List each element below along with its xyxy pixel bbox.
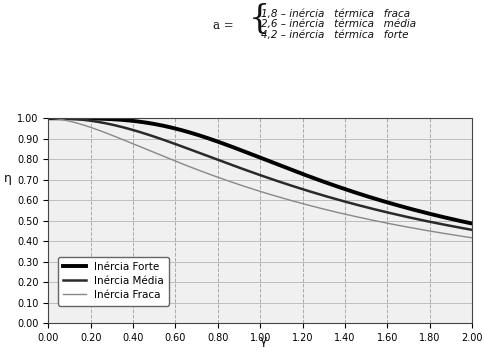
Inércia Forte bbox=[441, 215, 447, 219]
Inércia Forte bbox=[72, 116, 77, 120]
Text: a =: a = bbox=[213, 19, 234, 32]
Inércia Forte bbox=[469, 221, 475, 226]
Line: Inércia Fraca: Inércia Fraca bbox=[48, 118, 472, 238]
Inércia Forte bbox=[124, 118, 130, 122]
Inércia Média bbox=[469, 228, 475, 232]
Legend: Inércia Forte, Inércia Média, Inércia Fraca: Inércia Forte, Inércia Média, Inércia Fr… bbox=[58, 257, 169, 305]
Inércia Média bbox=[383, 210, 389, 214]
Inércia Fraca bbox=[45, 116, 51, 120]
Inércia Fraca bbox=[124, 139, 130, 143]
Inércia Forte bbox=[45, 116, 51, 120]
Text: 2,6 – inércia   térmica   média: 2,6 – inércia térmica média bbox=[261, 19, 417, 29]
Inércia Média bbox=[72, 117, 77, 121]
Inércia Fraca bbox=[469, 236, 475, 240]
Inércia Forte bbox=[383, 200, 389, 204]
Inércia Média bbox=[45, 116, 51, 120]
Text: {: { bbox=[249, 3, 271, 35]
Inércia Fraca bbox=[383, 221, 389, 225]
Text: γ: γ bbox=[260, 334, 268, 347]
Inércia Fraca bbox=[455, 234, 461, 238]
Inércia Forte bbox=[185, 130, 191, 134]
Line: Inércia Média: Inércia Média bbox=[48, 118, 472, 230]
Inércia Média bbox=[185, 146, 191, 151]
Inércia Fraca bbox=[441, 231, 447, 235]
Inércia Média bbox=[124, 126, 130, 131]
Inércia Média bbox=[455, 225, 461, 229]
Text: 1,8 – inércia   térmica   fraca: 1,8 – inércia térmica fraca bbox=[261, 9, 410, 19]
Inércia Forte bbox=[455, 219, 461, 223]
Inércia Fraca bbox=[72, 120, 77, 125]
Inércia Fraca bbox=[185, 164, 191, 168]
Text: 4,2 – inércia   térmica   forte: 4,2 – inércia térmica forte bbox=[261, 30, 409, 40]
Inércia Média bbox=[441, 222, 447, 227]
Text: η: η bbox=[3, 172, 11, 185]
Line: Inércia Forte: Inércia Forte bbox=[48, 118, 472, 223]
